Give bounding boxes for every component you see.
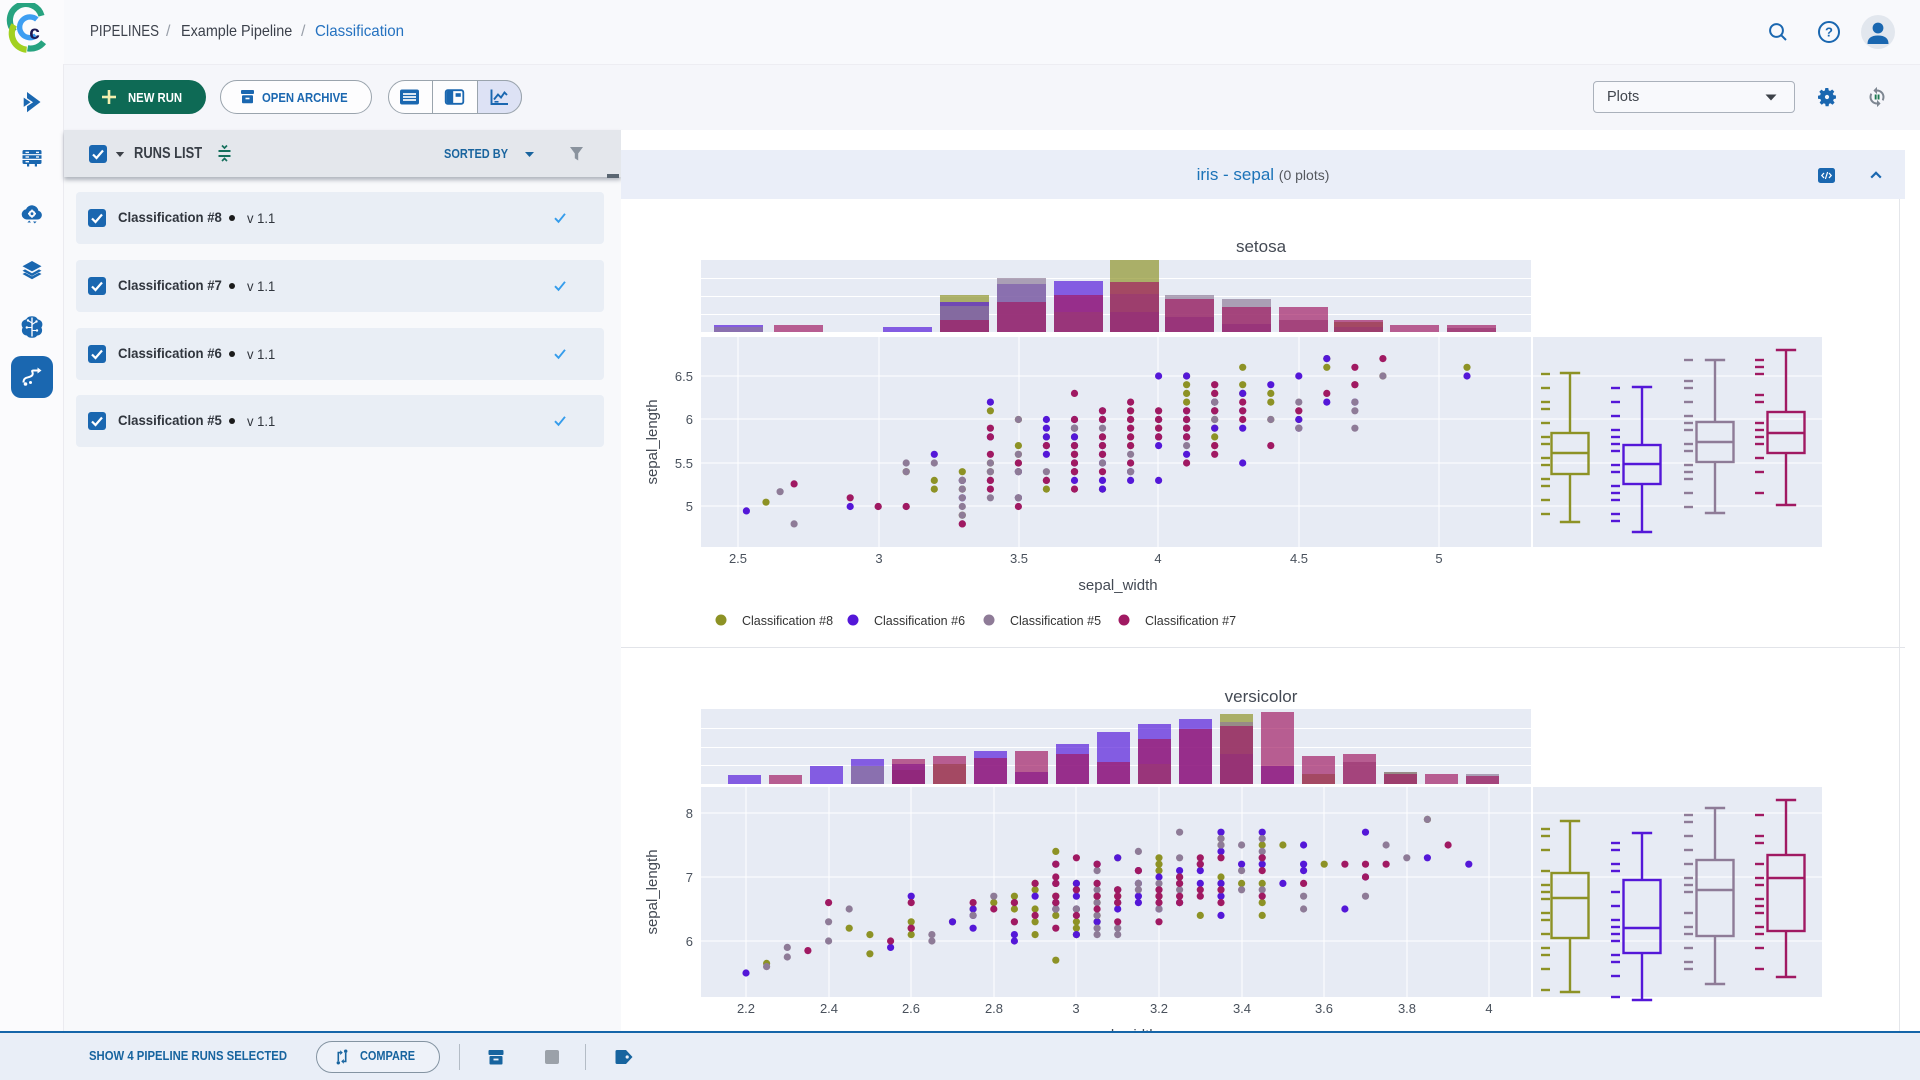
svg-text:sepal_width: sepal_width xyxy=(1078,577,1157,594)
svg-text:sepal_length: sepal_length xyxy=(644,399,661,484)
svg-text:2.2: 2.2 xyxy=(737,1001,755,1016)
svg-text:4.5: 4.5 xyxy=(1290,551,1308,566)
svg-text:4: 4 xyxy=(1154,551,1161,566)
svg-text:2.6: 2.6 xyxy=(902,1001,920,1016)
svg-text:6.5: 6.5 xyxy=(675,369,693,384)
svg-text:?: ? xyxy=(1825,25,1833,40)
svg-text:sepal_length: sepal_length xyxy=(644,849,661,934)
svg-text:Classification #5: Classification #5 xyxy=(1010,614,1101,628)
svg-text:c: c xyxy=(29,23,40,44)
svg-text:5: 5 xyxy=(686,499,693,514)
svg-text:Classification #8: Classification #8 xyxy=(742,614,833,628)
svg-text:2.5: 2.5 xyxy=(729,551,747,566)
svg-text:6: 6 xyxy=(686,934,693,949)
svg-text:3.4: 3.4 xyxy=(1233,1001,1251,1016)
svg-text:4: 4 xyxy=(1485,1001,1492,1016)
svg-text:3: 3 xyxy=(1072,1001,1079,1016)
svg-text:8: 8 xyxy=(686,806,693,821)
svg-text:3.6: 3.6 xyxy=(1315,1001,1333,1016)
svg-text:3: 3 xyxy=(875,551,882,566)
svg-text:5: 5 xyxy=(1435,551,1442,566)
svg-text:3.2: 3.2 xyxy=(1150,1001,1168,1016)
svg-text:3.8: 3.8 xyxy=(1398,1001,1416,1016)
svg-text:5.5: 5.5 xyxy=(675,456,693,471)
svg-text:6: 6 xyxy=(686,412,693,427)
svg-text:Classification #7: Classification #7 xyxy=(1145,614,1236,628)
svg-text:Classification #6: Classification #6 xyxy=(874,614,965,628)
svg-text:setosa: setosa xyxy=(1236,237,1287,256)
svg-text:2.4: 2.4 xyxy=(820,1001,838,1016)
svg-text:sepal_width: sepal_width xyxy=(1078,1027,1157,1031)
svg-text:7: 7 xyxy=(686,870,693,885)
svg-text:versicolor: versicolor xyxy=(1225,687,1298,706)
svg-text:3.5: 3.5 xyxy=(1010,551,1028,566)
svg-text:2.8: 2.8 xyxy=(985,1001,1003,1016)
